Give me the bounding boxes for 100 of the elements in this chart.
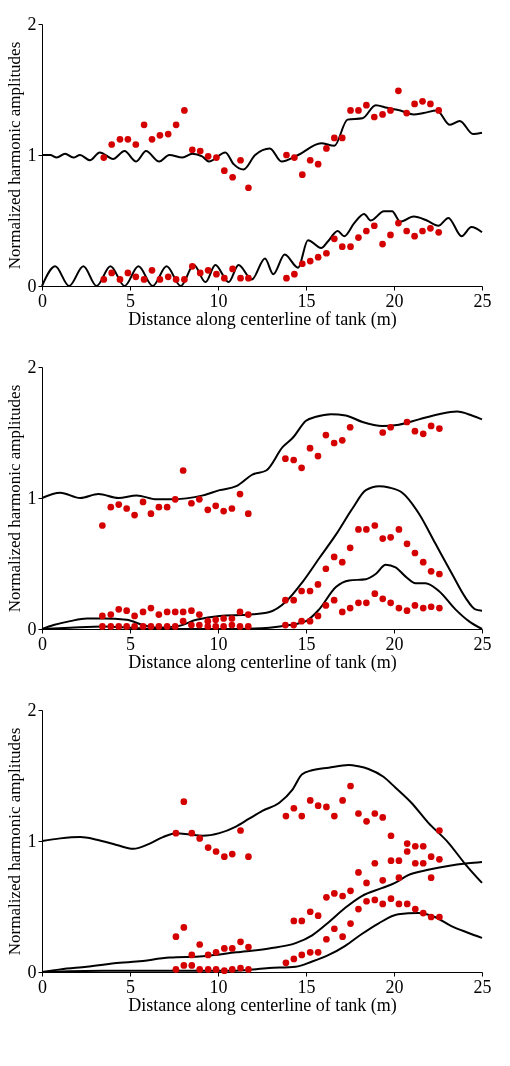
- point: [322, 565, 330, 573]
- point: [115, 623, 123, 630]
- point: [172, 933, 180, 940]
- point: [179, 608, 187, 616]
- point: [436, 604, 443, 612]
- point: [387, 107, 394, 114]
- point: [107, 503, 115, 511]
- point: [99, 522, 106, 529]
- point: [237, 156, 244, 164]
- point: [338, 437, 346, 444]
- point: [427, 225, 434, 232]
- point: [229, 265, 236, 273]
- point: [236, 608, 244, 616]
- point: [419, 604, 427, 612]
- point: [99, 623, 106, 630]
- point: [99, 612, 106, 620]
- point: [346, 423, 354, 431]
- x-tick-label: 5: [126, 976, 135, 997]
- point: [403, 840, 411, 847]
- point: [212, 949, 220, 956]
- point: [387, 231, 394, 239]
- point: [163, 503, 171, 511]
- point: [180, 924, 188, 931]
- point: [147, 510, 155, 518]
- point: [346, 604, 354, 612]
- point: [306, 908, 314, 916]
- point: [435, 107, 443, 114]
- point: [338, 134, 346, 142]
- point: [403, 540, 411, 548]
- point: [347, 782, 354, 790]
- point: [298, 464, 305, 472]
- x-tick-label: 15: [297, 633, 316, 654]
- point: [196, 835, 204, 842]
- point: [229, 173, 236, 181]
- point: [188, 607, 195, 615]
- point: [419, 842, 427, 850]
- point: [188, 962, 196, 969]
- y-tick-label: 1: [27, 144, 37, 165]
- point: [323, 803, 330, 811]
- point: [355, 107, 362, 114]
- point: [403, 848, 411, 855]
- point: [306, 587, 314, 595]
- point: [436, 570, 443, 578]
- point: [132, 141, 140, 148]
- point: [212, 848, 220, 855]
- point: [371, 896, 379, 904]
- point: [171, 623, 179, 630]
- point: [314, 912, 322, 920]
- point: [330, 925, 338, 933]
- point: [419, 227, 426, 235]
- point: [314, 160, 322, 168]
- point: [291, 154, 298, 161]
- point: [363, 818, 370, 825]
- point: [156, 132, 164, 139]
- x-axis-title: Distance along centerline of tank (m): [128, 651, 397, 673]
- point: [290, 621, 298, 629]
- x-axis-title: Distance along centerline of tank (m): [128, 994, 397, 1016]
- point: [220, 615, 227, 622]
- point: [330, 812, 338, 820]
- point: [108, 141, 116, 148]
- point: [228, 850, 236, 858]
- x-tick-label: 5: [126, 290, 135, 311]
- point: [395, 604, 403, 612]
- point: [436, 855, 443, 863]
- point: [204, 506, 212, 514]
- point: [291, 270, 298, 278]
- point: [346, 544, 354, 552]
- x-tick-label: 20: [385, 633, 404, 654]
- point: [236, 490, 244, 498]
- point: [298, 812, 306, 820]
- point: [245, 274, 252, 282]
- point: [330, 553, 338, 561]
- point: [363, 526, 370, 533]
- x-tick-label: 5: [126, 633, 135, 654]
- point: [212, 623, 220, 630]
- point: [347, 887, 354, 895]
- x-tick-label: 10: [209, 976, 228, 997]
- point: [370, 222, 378, 230]
- point: [419, 430, 427, 438]
- point: [411, 602, 419, 609]
- point: [314, 949, 322, 956]
- point: [123, 607, 131, 615]
- point: [427, 100, 434, 108]
- point: [181, 276, 188, 283]
- point: [379, 535, 387, 542]
- y-axis-title: Normalized harmonic amplitudes: [4, 384, 24, 613]
- x-tick-label: 15: [297, 290, 316, 311]
- point: [116, 276, 124, 283]
- point: [436, 827, 443, 834]
- point: [314, 253, 322, 261]
- point: [155, 611, 163, 618]
- y-tick-label: 2: [27, 13, 37, 34]
- point: [220, 945, 228, 952]
- point: [204, 966, 212, 973]
- point: [379, 876, 387, 884]
- point: [363, 599, 370, 607]
- point: [181, 107, 188, 114]
- y-tick-label: 0: [27, 618, 37, 639]
- point: [164, 273, 172, 281]
- point: [195, 621, 203, 629]
